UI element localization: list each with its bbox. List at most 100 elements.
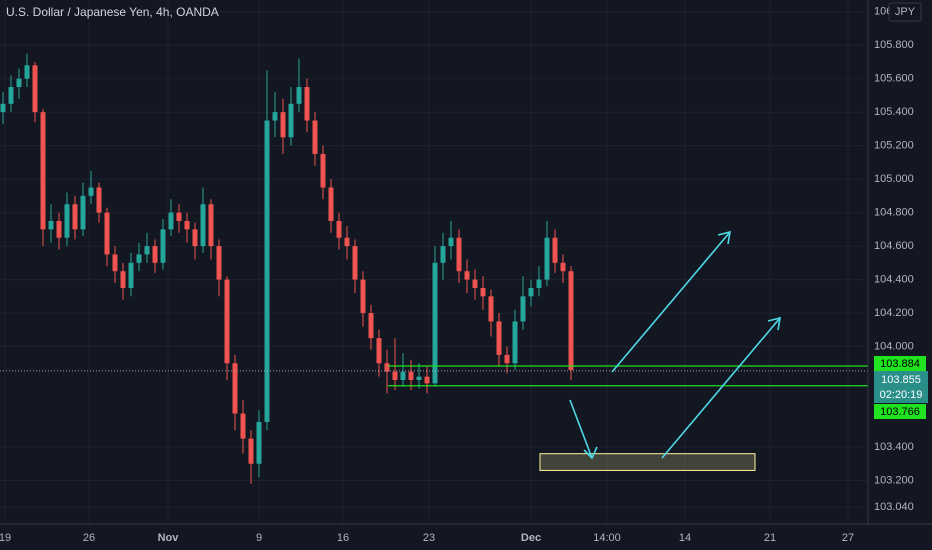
candle-body: [168, 212, 174, 230]
candle-body: [88, 187, 94, 196]
y-tick-label: 104.600: [874, 240, 914, 252]
y-tick-label: 105.400: [874, 106, 914, 118]
y-tick-label: 103.400: [874, 441, 914, 453]
y-tick-label: 105.000: [874, 173, 914, 185]
x-tick-label: 21: [764, 532, 776, 544]
candle-body: [24, 65, 30, 79]
candle-body: [176, 212, 182, 221]
candle-body: [208, 204, 214, 247]
candle-body: [424, 376, 430, 384]
x-tick-label: 27: [842, 532, 854, 544]
arrow-head: [583, 446, 598, 460]
candle-body: [200, 204, 206, 247]
candle-body: [376, 338, 382, 364]
candle-body: [96, 187, 102, 213]
countdown: 02:20:19: [880, 389, 923, 401]
candle-body: [352, 246, 358, 280]
y-tick-label: 104.000: [874, 340, 914, 352]
candle-body: [128, 262, 134, 288]
candle-body: [32, 65, 38, 113]
y-tick-label: 104.200: [874, 307, 914, 319]
candle-body: [48, 220, 54, 230]
x-tick-label: Nov: [158, 532, 180, 544]
candle-body: [488, 296, 494, 322]
y-tick-label: 104.800: [874, 207, 914, 219]
chart-title: U.S. Dollar / Japanese Yen, 4h, OANDA: [6, 5, 219, 19]
candle-body: [264, 120, 270, 422]
candle-body: [184, 220, 190, 230]
y-tick-label: 105.200: [874, 140, 914, 152]
candles: [0, 53, 574, 484]
candle-body: [104, 212, 110, 255]
y-tick-label: 103.200: [874, 474, 914, 486]
candle-body: [464, 271, 470, 280]
currency-badge: [888, 2, 922, 22]
candle-body: [72, 204, 78, 230]
drawings: [0, 365, 868, 471]
candle-body: [112, 254, 118, 272]
candle-body: [472, 279, 478, 288]
time-axis: [0, 524, 932, 550]
candle-body: [240, 413, 246, 439]
candle-body: [344, 237, 350, 247]
candle-body: [432, 262, 438, 384]
candle-body: [8, 87, 14, 104]
candle-body: [528, 287, 534, 297]
candle-body: [328, 187, 334, 221]
candle-body: [560, 262, 566, 272]
candle-body: [392, 371, 398, 381]
candle-body: [448, 237, 454, 247]
candle-body: [440, 246, 446, 263]
last-price-bg: [874, 371, 928, 403]
arrow: [661, 317, 781, 459]
candle-body: [544, 237, 550, 280]
candle-body: [280, 112, 286, 138]
candle-body: [312, 120, 318, 155]
level-label: 103.884: [880, 358, 920, 370]
candle-body: [512, 321, 518, 364]
candle-body: [216, 246, 222, 280]
x-tick-label: 9: [256, 532, 262, 544]
candle-body: [480, 287, 486, 297]
currency: JPY: [895, 6, 916, 18]
candle-body: [360, 279, 366, 314]
candle-body: [56, 220, 62, 238]
candle-body: [416, 376, 422, 381]
candle-body: [552, 237, 558, 263]
candle-body: [384, 363, 390, 372]
candle-body: [160, 229, 166, 263]
y-tick-label: 105.600: [874, 73, 914, 85]
candle-body: [288, 103, 294, 138]
price-axis: [868, 0, 932, 524]
y-tick-label: 104.400: [874, 273, 914, 285]
y-tick-label: 103.040: [874, 501, 914, 513]
candle-body: [336, 220, 342, 238]
candle-body: [520, 296, 526, 322]
x-tick-label: 23: [423, 532, 435, 544]
candle-body: [64, 204, 70, 238]
candle-body: [144, 246, 150, 255]
level-label-bg: [874, 404, 926, 419]
candle-body: [296, 87, 302, 104]
candle-body: [224, 279, 230, 364]
level-label-bg: [874, 356, 926, 371]
candle-body: [456, 237, 462, 272]
last-price-label: 103.855: [881, 374, 921, 386]
candle-body: [504, 354, 510, 364]
candle-body: [568, 271, 574, 370]
target-zone: [539, 453, 756, 471]
candle-body: [136, 254, 142, 263]
arrow: [569, 399, 593, 459]
candle-body: [408, 371, 414, 381]
x-tick-label: 14:00: [593, 532, 621, 544]
candle-body: [80, 195, 86, 230]
x-tick-label: 14: [679, 532, 691, 544]
candle-body: [368, 313, 374, 339]
candle-body: [400, 371, 406, 381]
x-tick-label: 16: [337, 532, 349, 544]
y-tick-label: 105.800: [874, 39, 914, 51]
candle-body: [536, 279, 542, 288]
